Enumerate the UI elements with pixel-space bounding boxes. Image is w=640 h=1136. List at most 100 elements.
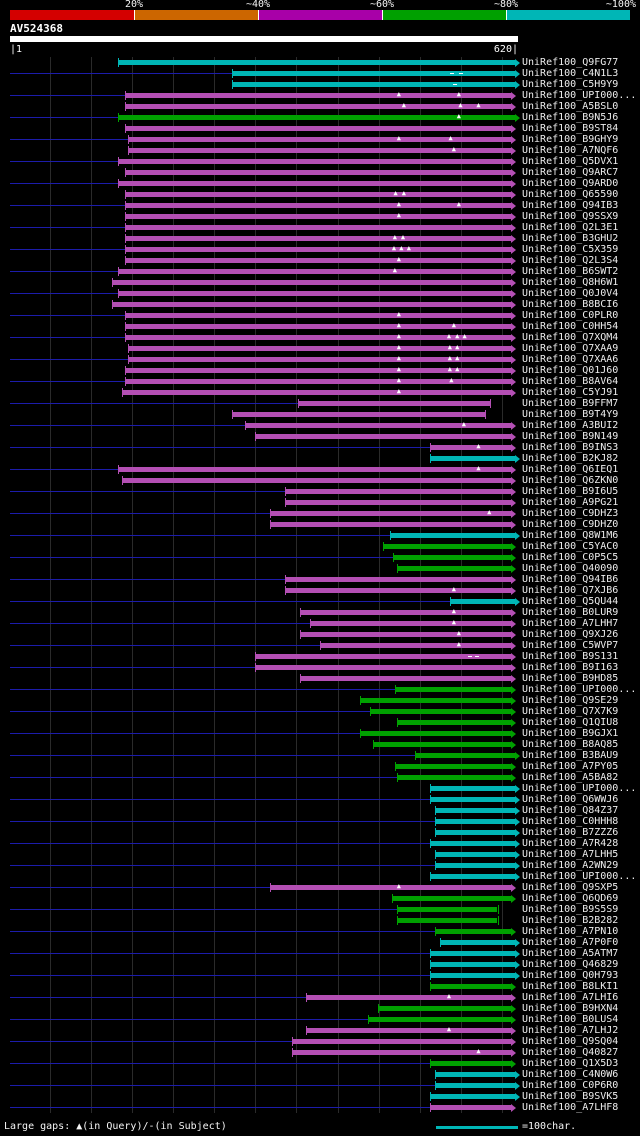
alignment-bar[interactable] bbox=[255, 654, 512, 659]
hit-label[interactable]: UniRef100_B9SVK5 bbox=[522, 1091, 619, 1102]
hit-label[interactable]: UniRef100_A3BUI2 bbox=[522, 420, 619, 431]
hit-label[interactable]: UniRef100_B2KJ82 bbox=[522, 453, 619, 464]
alignment-bar[interactable] bbox=[284, 500, 512, 505]
hit-label[interactable]: UniRef100_Q1QIU8 bbox=[522, 717, 619, 728]
hit-label[interactable]: UniRef100_Q9SQ04 bbox=[522, 1036, 619, 1047]
alignment-bar[interactable] bbox=[299, 610, 512, 615]
hit-label[interactable]: UniRef100_A7LHI6 bbox=[522, 992, 619, 1003]
hit-label[interactable]: UniRef100_C9DHZ3 bbox=[522, 508, 619, 519]
hit-label[interactable]: UniRef100_B9ST84 bbox=[522, 123, 619, 134]
hit-label[interactable]: UniRef100_B9N149 bbox=[522, 431, 619, 442]
alignment-bar[interactable] bbox=[292, 1050, 512, 1055]
alignment-bar[interactable] bbox=[118, 115, 515, 120]
hit-label[interactable]: UniRef100_B9FFM7 bbox=[522, 398, 619, 409]
alignment-bar[interactable] bbox=[124, 324, 512, 329]
hit-label[interactable]: UniRef100_C9DHZ0 bbox=[522, 519, 619, 530]
hit-label[interactable]: UniRef100_B9HXN4 bbox=[522, 1003, 619, 1014]
hit-label[interactable]: UniRef100_C5YAC0 bbox=[522, 541, 619, 552]
alignment-bar[interactable] bbox=[299, 676, 512, 681]
hit-label[interactable]: UniRef100_B8BCI6 bbox=[522, 299, 619, 310]
hit-label[interactable]: UniRef100_A7R428 bbox=[522, 838, 619, 849]
alignment-bar[interactable] bbox=[435, 863, 515, 868]
hit-label[interactable]: UniRef100_Q9ARC7 bbox=[522, 167, 619, 178]
alignment-bar[interactable] bbox=[118, 269, 512, 274]
alignment-bar[interactable] bbox=[128, 137, 512, 142]
alignment-bar[interactable] bbox=[255, 434, 512, 439]
alignment-bar[interactable] bbox=[124, 236, 512, 241]
hit-label[interactable]: UniRef100_C5X359 bbox=[522, 244, 619, 255]
hit-label[interactable]: UniRef100_Q7XJB6 bbox=[522, 585, 619, 596]
hit-label[interactable]: UniRef100_B9S5S9 bbox=[522, 904, 619, 915]
alignment-bar[interactable] bbox=[124, 313, 512, 318]
alignment-bar[interactable] bbox=[430, 1094, 515, 1099]
alignment-bar[interactable] bbox=[397, 907, 498, 912]
alignment-bar[interactable] bbox=[124, 126, 512, 131]
alignment-bar[interactable] bbox=[430, 841, 515, 846]
hit-label[interactable]: UniRef100_B9T4Y9 bbox=[522, 409, 619, 420]
hit-label[interactable]: UniRef100_A5BSL0 bbox=[522, 101, 619, 112]
hit-label[interactable]: UniRef100_B9I6U5 bbox=[522, 486, 619, 497]
hit-label[interactable]: UniRef100_B9I163 bbox=[522, 662, 619, 673]
alignment-bar[interactable] bbox=[284, 588, 512, 593]
hit-label[interactable]: UniRef100_Q2L3S4 bbox=[522, 255, 619, 266]
hit-label[interactable]: UniRef100_Q94IB6 bbox=[522, 574, 619, 585]
alignment-bar[interactable] bbox=[435, 808, 515, 813]
hit-label[interactable]: UniRef100_A7PN10 bbox=[522, 926, 619, 937]
hit-label[interactable]: UniRef100_Q5DVX1 bbox=[522, 156, 619, 167]
alignment-bar[interactable] bbox=[298, 401, 491, 406]
alignment-bar[interactable] bbox=[397, 720, 512, 725]
hit-label[interactable]: UniRef100_B8LKI1 bbox=[522, 981, 619, 992]
alignment-bar[interactable] bbox=[118, 181, 512, 186]
hit-label[interactable]: UniRef100_B9GJX1 bbox=[522, 728, 619, 739]
hit-label[interactable]: UniRef100_Q7XAA6 bbox=[522, 354, 619, 365]
alignment-bar[interactable] bbox=[449, 599, 515, 604]
alignment-bar[interactable] bbox=[435, 929, 512, 934]
hit-label[interactable]: UniRef100_Q65590 bbox=[522, 189, 619, 200]
hit-label[interactable]: UniRef100_Q9SSX9 bbox=[522, 211, 619, 222]
alignment-bar[interactable] bbox=[306, 1028, 512, 1033]
alignment-bar[interactable] bbox=[430, 797, 515, 802]
hit-label[interactable]: UniRef100_Q5QU44 bbox=[522, 596, 619, 607]
alignment-bar[interactable] bbox=[430, 874, 515, 879]
hit-label[interactable]: UniRef100_B3GHU2 bbox=[522, 233, 619, 244]
alignment-bar[interactable] bbox=[124, 214, 512, 219]
alignment-bar[interactable] bbox=[394, 687, 512, 692]
hit-label[interactable]: UniRef100_B8AQ85 bbox=[522, 739, 619, 750]
hit-label[interactable]: UniRef100_B9GHY9 bbox=[522, 134, 619, 145]
hit-label[interactable]: UniRef100_Q9XJ26 bbox=[522, 629, 619, 640]
alignment-bar[interactable] bbox=[128, 346, 512, 351]
alignment-bar[interactable] bbox=[430, 973, 515, 978]
alignment-bar[interactable] bbox=[124, 247, 512, 252]
alignment-bar[interactable] bbox=[435, 819, 515, 824]
hit-label[interactable]: UniRef100_Q7XAA9 bbox=[522, 343, 619, 354]
alignment-bar[interactable] bbox=[232, 82, 515, 87]
hit-label[interactable]: UniRef100_Q7XQM4 bbox=[522, 332, 619, 343]
hit-label[interactable]: UniRef100_Q0J0V4 bbox=[522, 288, 619, 299]
hit-label[interactable]: UniRef100_A7P0F0 bbox=[522, 937, 619, 948]
alignment-bar[interactable] bbox=[124, 225, 512, 230]
hit-label[interactable]: UniRef100_Q8W1M6 bbox=[522, 530, 619, 541]
alignment-bar[interactable] bbox=[124, 335, 512, 340]
alignment-bar[interactable] bbox=[397, 566, 512, 571]
hit-label[interactable]: UniRef100_Q9SXP5 bbox=[522, 882, 619, 893]
hit-label[interactable]: UniRef100_A2WN29 bbox=[522, 860, 619, 871]
alignment-bar[interactable] bbox=[124, 170, 512, 175]
hit-label[interactable]: UniRef100_B6SWT2 bbox=[522, 266, 619, 277]
hit-label[interactable]: UniRef100_C0P5C5 bbox=[522, 552, 619, 563]
alignment-bar[interactable] bbox=[124, 93, 512, 98]
alignment-bar[interactable] bbox=[292, 1039, 512, 1044]
hit-label[interactable]: UniRef100_B9N5J6 bbox=[522, 112, 619, 123]
alignment-bar[interactable] bbox=[414, 753, 515, 758]
alignment-bar[interactable] bbox=[435, 1072, 515, 1077]
alignment-bar[interactable] bbox=[392, 896, 512, 901]
hit-label[interactable]: UniRef100_C0P6R0 bbox=[522, 1080, 619, 1091]
hit-label[interactable]: UniRef100_Q0H793 bbox=[522, 970, 619, 981]
hit-label[interactable]: UniRef100_C0HH54 bbox=[522, 321, 619, 332]
alignment-bar[interactable] bbox=[370, 709, 512, 714]
alignment-bar[interactable] bbox=[255, 665, 512, 670]
hit-label[interactable]: UniRef100_B9HD85 bbox=[522, 673, 619, 684]
alignment-bar[interactable] bbox=[124, 104, 512, 109]
alignment-bar[interactable] bbox=[121, 390, 512, 395]
hit-label[interactable]: UniRef100_Q46829 bbox=[522, 959, 619, 970]
alignment-bar[interactable] bbox=[360, 731, 512, 736]
